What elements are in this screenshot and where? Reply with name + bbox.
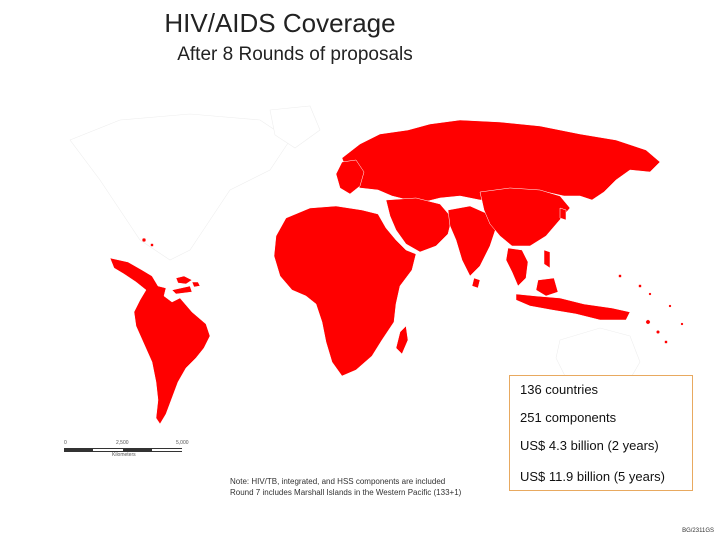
stat-components: 251 components [520, 410, 617, 425]
map-region-borneo [535, 277, 559, 297]
stats-box: 136 countries 251 components US$ 4.3 bil… [509, 375, 693, 491]
map-region-island [680, 322, 684, 326]
map-region-latin-america [109, 257, 211, 425]
map-note-line: Note: HIV/TB, integrated, and HSS compon… [230, 477, 446, 486]
map-region-africa [273, 205, 417, 377]
map-region-island [655, 329, 661, 335]
scale-unit-label: Kilometers [112, 452, 136, 458]
map-region-island [150, 243, 154, 247]
stat-funding-5-years: US$ 11.9 billion (5 years) [520, 469, 665, 484]
map-region-south-asia [447, 205, 497, 277]
scale-tick-label: 2,500 [116, 440, 129, 446]
scale-tick-label: 5,000 [176, 440, 189, 446]
slide-code: BG/2311GS [682, 528, 714, 534]
scale-bar-line [64, 448, 182, 452]
map-region-indonesia [515, 293, 631, 321]
map-region-korea [559, 207, 567, 221]
map-region-island [645, 319, 651, 325]
map-region-island [141, 237, 147, 243]
map-region-island [664, 340, 668, 344]
map-region-sri-lanka [471, 277, 481, 289]
map-region-east-asia [479, 187, 571, 247]
map-scale-bar: 0 2,500 5,000 Kilometers [64, 438, 189, 458]
map-region-island [668, 304, 672, 308]
map-region-philippines [543, 249, 551, 269]
map-region-middle-east [385, 197, 453, 253]
page-subtitle: After 8 Rounds of proposals [177, 44, 413, 65]
map-region-island [618, 274, 622, 278]
map-region-madagascar [395, 325, 409, 355]
world-map [69, 105, 684, 425]
map-note-line: Round 7 includes Marshall Islands in the… [230, 488, 462, 497]
stat-funding-2-years: US$ 4.3 billion (2 years) [520, 438, 659, 453]
map-region-southeast-asia [505, 247, 529, 287]
map-note: Note: HIV/TB, integrated, and HSS compon… [230, 476, 461, 498]
greenland-outline [269, 105, 321, 149]
stat-countries: 136 countries [520, 382, 599, 397]
scale-tick-label: 0 [64, 440, 67, 446]
map-region-island [648, 292, 652, 296]
map-region-island [638, 284, 642, 288]
map-region-eastern-europe [335, 159, 365, 195]
page-title: HIV/AIDS Coverage [164, 8, 396, 38]
north-america-outline [69, 113, 291, 261]
map-region-caribbean [171, 275, 201, 295]
